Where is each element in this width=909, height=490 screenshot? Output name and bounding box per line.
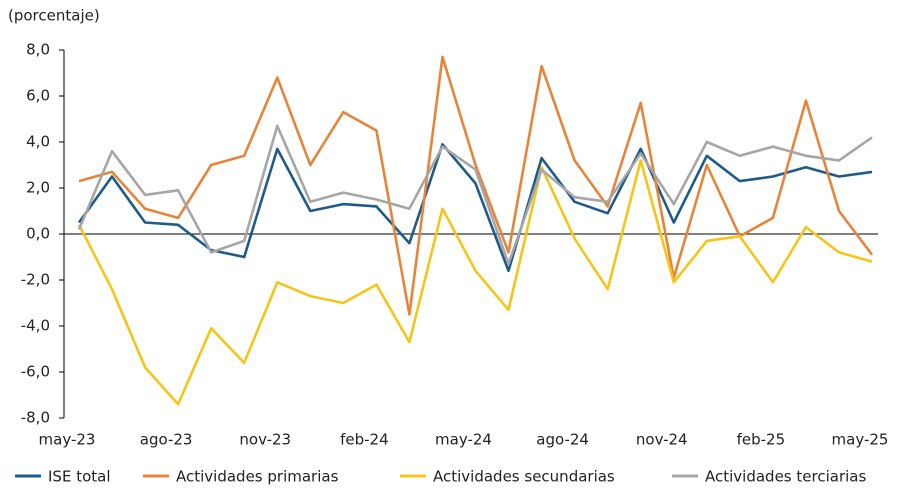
series-line xyxy=(77,124,873,266)
y-tick-label: -8,0 xyxy=(21,409,50,427)
y-tick-label: 4,0 xyxy=(26,133,50,151)
y-tick-label: -6,0 xyxy=(21,363,50,381)
x-tick-label: ago-23 xyxy=(140,431,193,449)
x-tick-label: may-23 xyxy=(39,431,96,449)
series-line xyxy=(77,159,873,406)
x-tick-label: ago-24 xyxy=(536,431,589,449)
legend-label: ISE total xyxy=(48,468,111,486)
x-tick-label: may-24 xyxy=(435,431,492,449)
y-tick-label: -4,0 xyxy=(21,317,50,335)
y-tick-label: 0,0 xyxy=(26,225,50,243)
x-tick-label: feb-24 xyxy=(340,431,389,449)
x-tick-label: may-25 xyxy=(832,431,889,449)
y-tick-label: 2,0 xyxy=(26,179,50,197)
chart-subtitle: (porcentaje) xyxy=(8,7,100,25)
x-tick-label: nov-24 xyxy=(636,431,688,449)
legend-label: Actividades primarias xyxy=(176,468,339,486)
x-tick-label: nov-23 xyxy=(239,431,291,449)
legend-label: Actividades secundarias xyxy=(433,468,615,486)
y-tick-label: -2,0 xyxy=(21,271,50,289)
y-tick-label: 8,0 xyxy=(26,41,50,59)
legend-label: Actividades terciarias xyxy=(705,468,866,486)
x-tick-label: feb-25 xyxy=(737,431,786,449)
y-tick-label: 6,0 xyxy=(26,87,50,105)
